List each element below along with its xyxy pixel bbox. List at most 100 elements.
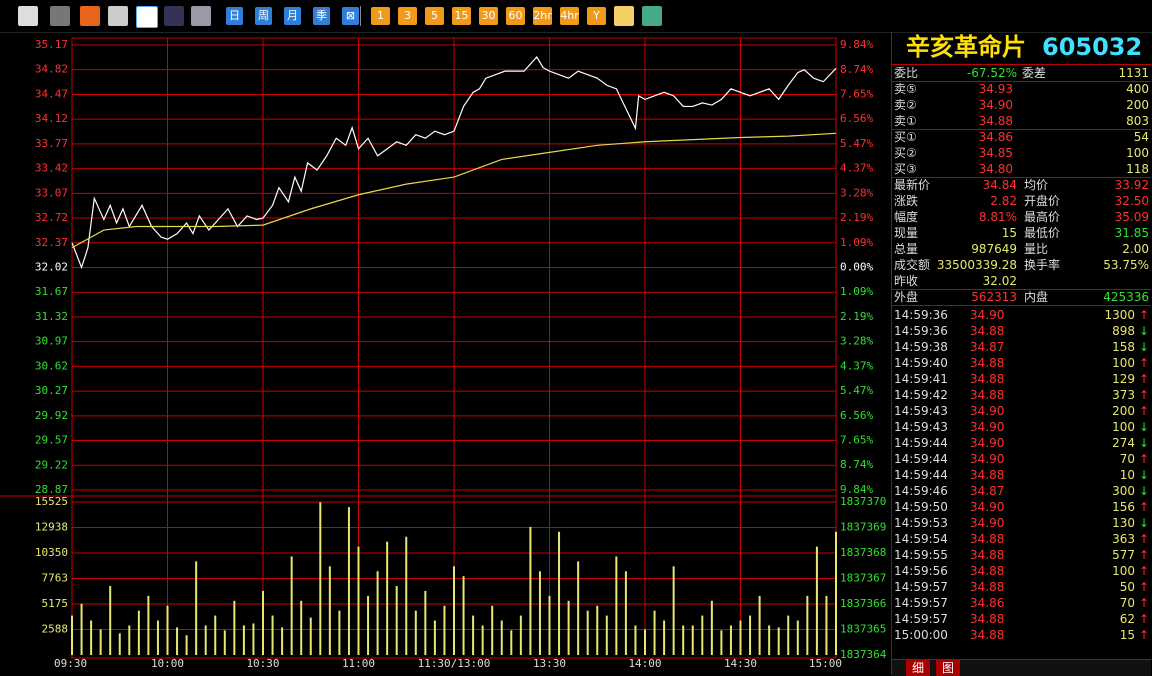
direction: ↓ — [1138, 436, 1149, 450]
time: 14:59:42 — [894, 388, 948, 402]
tab[interactable]: 图 — [936, 660, 961, 676]
period-button[interactable]: 月 — [284, 7, 301, 25]
cube-icon[interactable] — [50, 6, 70, 26]
period-button[interactable]: 季 — [313, 7, 330, 25]
y2-tick-label: 8.74% — [840, 63, 873, 76]
volume-bar — [328, 566, 331, 655]
volume: 50 — [1119, 580, 1135, 594]
minute-button[interactable]: 1 — [371, 7, 390, 25]
y2-tick-label: 1.09% — [840, 285, 873, 298]
y2-tick-label: 7.65% — [840, 88, 873, 101]
tab[interactable]: 细 — [906, 660, 931, 676]
volume-bar — [510, 630, 513, 655]
kline-icon[interactable] — [164, 6, 184, 26]
volume-bar — [128, 625, 131, 655]
minute-button[interactable]: 15 — [452, 7, 471, 25]
quote-row: 现量 15 最低价 31.85 — [892, 225, 1151, 241]
y-tick-label: 12938 — [35, 520, 68, 533]
period-button[interactable]: 日 — [226, 7, 243, 25]
value: -67.52% — [966, 66, 1017, 80]
volume: 1300 — [1104, 308, 1135, 322]
y2-tick-label: 4.37% — [840, 359, 873, 372]
quote-row: 涨跌 2.82 开盘价 32.50 — [892, 193, 1151, 209]
value: 34.84 — [982, 178, 1017, 192]
quote-row: 14:59:55 34.88 577 ↑ — [892, 547, 1151, 563]
quote-row: 卖② 34.90 200 — [892, 97, 1151, 113]
volume-bar — [548, 595, 551, 655]
direction: ↑ — [1138, 308, 1149, 322]
price: 34.85 — [978, 146, 1013, 160]
volume-bar — [462, 576, 465, 655]
note-icon[interactable] — [108, 6, 128, 26]
minute-button[interactable]: 5 — [425, 7, 444, 25]
y-tick-label: 29.22 — [35, 458, 68, 471]
minute-button[interactable]: Y — [587, 7, 606, 25]
tools-icon[interactable] — [642, 6, 662, 26]
back-icon[interactable] — [18, 6, 38, 26]
label: 昨收 — [894, 274, 919, 288]
refresh-icon[interactable] — [80, 6, 100, 26]
y-tick-label: 30.27 — [35, 384, 68, 397]
price: 34.88 — [970, 612, 1005, 626]
direction: ↑ — [1138, 548, 1149, 562]
volume-bar — [787, 615, 790, 655]
volume: 130 — [1112, 516, 1135, 530]
volume-bar — [223, 630, 226, 655]
volume-bar — [137, 610, 140, 655]
label: 幅度 — [894, 210, 919, 224]
y2-tick-label: 6.56% — [840, 112, 873, 125]
price: 34.88 — [970, 388, 1005, 402]
x-tick-label: 14:00 — [628, 657, 661, 670]
separator — [892, 81, 1151, 82]
quote-row: 14:59:44 34.88 10 ↓ — [892, 467, 1151, 483]
y-tick-label: 29.92 — [35, 409, 68, 422]
volume-bar — [720, 630, 723, 655]
x-tick-label: 11:00 — [342, 657, 375, 670]
volume-bar — [395, 586, 398, 655]
volume: 100 — [1112, 420, 1135, 434]
minute-button[interactable]: 4hr — [560, 7, 579, 25]
y2-tick-label: 9.84% — [840, 483, 873, 496]
y2-tick-label: 5.47% — [840, 137, 873, 150]
minute-button[interactable]: 3 — [398, 7, 417, 25]
y-tick-label: 34.12 — [35, 112, 68, 125]
y2-tick-label: 1837367 — [840, 572, 886, 585]
price: 34.90 — [970, 420, 1005, 434]
y2-tick-label: 6.56% — [840, 409, 873, 422]
quote-row: 14:59:40 34.88 100 ↑ — [892, 355, 1151, 371]
period-button[interactable]: 周 — [255, 7, 272, 25]
value: 2.82 — [990, 194, 1017, 208]
value: 987649 — [971, 242, 1017, 256]
y2-tick-label: 3.28% — [840, 335, 873, 348]
toolbar: 日周月季 ⊠ 1 3 5 15 30 60 2hr 4hr Y — [0, 0, 1152, 33]
volume-bar — [682, 625, 685, 655]
volume-bar — [538, 571, 541, 655]
separator — [892, 177, 1151, 178]
y-tick-label: 34.82 — [35, 63, 68, 76]
quote-row: 14:59:44 34.90 274 ↓ — [892, 435, 1151, 451]
draw-icon[interactable] — [614, 6, 634, 26]
direction: ↑ — [1138, 452, 1149, 466]
volume-bar — [653, 610, 656, 655]
table-icon[interactable] — [191, 6, 211, 26]
minute-button[interactable]: 30 — [479, 7, 498, 25]
chart-icon[interactable] — [136, 6, 158, 28]
volume-bar — [338, 610, 341, 655]
volume-bar — [290, 556, 293, 655]
label: 换手率 — [1024, 258, 1061, 272]
price: 34.87 — [970, 340, 1005, 354]
y-tick-label: 33.42 — [35, 162, 68, 175]
volume-bar — [156, 620, 159, 655]
period-button[interactable]: ⊠ — [342, 7, 359, 25]
y2-tick-label: 1837368 — [840, 546, 886, 559]
minute-button[interactable]: 2hr — [533, 7, 552, 25]
label: 开盘价 — [1024, 194, 1061, 208]
y2-tick-label: 0.00% — [840, 261, 873, 274]
label: 总量 — [894, 242, 919, 256]
volume-bar — [433, 620, 436, 655]
quote-row: 14:59:43 34.90 100 ↓ — [892, 419, 1151, 435]
minute-button[interactable]: 60 — [506, 7, 525, 25]
volume: 373 — [1112, 388, 1135, 402]
volume-bar — [414, 610, 417, 655]
quote-row: 总量 987649 量比 2.00 — [892, 241, 1151, 257]
